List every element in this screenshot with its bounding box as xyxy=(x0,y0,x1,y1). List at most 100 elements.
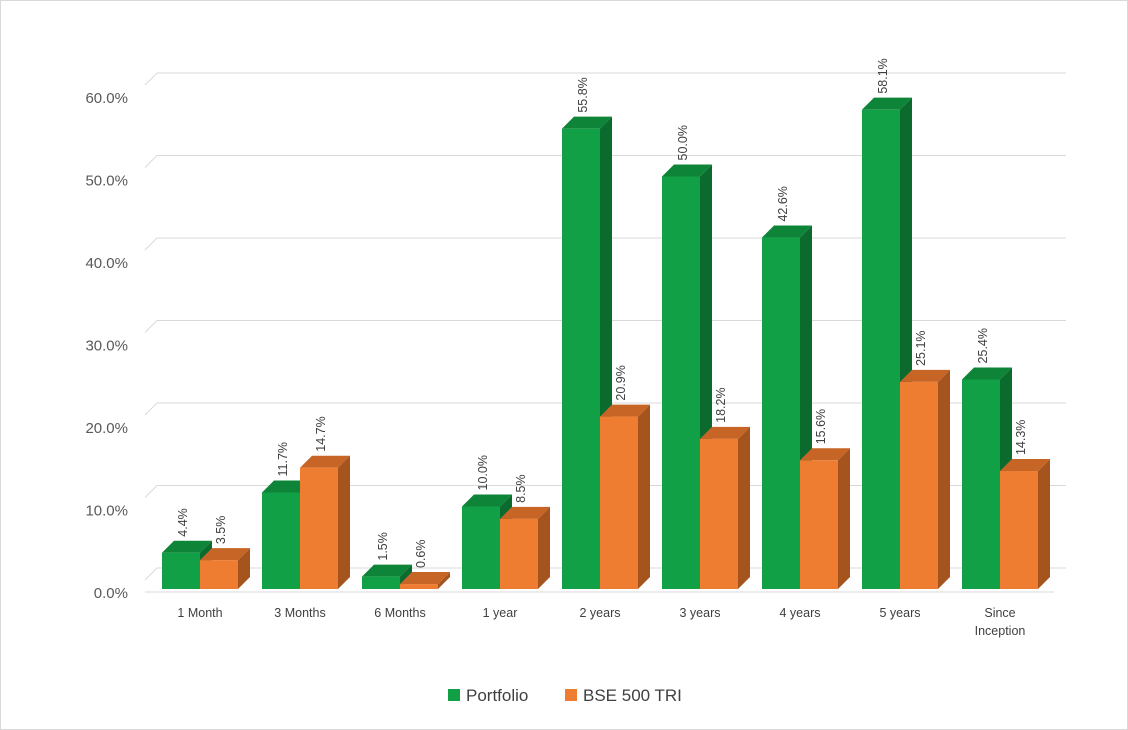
y-tick-label: 50.0% xyxy=(85,173,128,190)
category-label: 1 year xyxy=(483,606,518,620)
bar-portfolio-4 xyxy=(562,116,612,590)
bar-front xyxy=(862,109,900,590)
bar-bse500-6 xyxy=(800,448,850,589)
bar-front xyxy=(762,237,800,590)
bar-front xyxy=(1000,471,1038,589)
bar-side xyxy=(1038,459,1050,589)
bar-bse500-1 xyxy=(300,455,350,589)
category-label: 5 years xyxy=(880,606,921,620)
bar-front xyxy=(600,416,638,589)
data-labels: 4.4% 11.7% 1.5% 10.0% 55.8% 50.0% 42.6% 58.1% 25… xyxy=(176,58,1028,568)
bar-bse500-0 xyxy=(200,548,250,589)
bar-top xyxy=(362,564,412,577)
bar-top xyxy=(162,540,212,553)
bar-front xyxy=(900,381,938,589)
bar-front xyxy=(662,176,700,589)
gridline-depth xyxy=(144,402,158,416)
category-label: 2 years xyxy=(580,606,621,620)
data-label: 8.5% xyxy=(514,474,528,503)
data-label: 15.6% xyxy=(814,409,828,444)
gridline-depth xyxy=(144,72,158,86)
bar-top xyxy=(300,455,350,468)
y-tick-label: 20.0% xyxy=(85,420,128,437)
y-tick-label: 40.0% xyxy=(85,255,128,272)
data-label: 42.6% xyxy=(776,186,790,221)
gridline-depth xyxy=(144,320,158,333)
data-label: 14.3% xyxy=(1014,420,1028,455)
bar-front xyxy=(400,584,438,589)
bar-front xyxy=(562,128,600,589)
y-tick-label: 0.0% xyxy=(94,585,128,602)
gridline-depth xyxy=(144,237,158,251)
bar-front xyxy=(162,552,200,589)
legend-swatch-bse500 xyxy=(565,689,577,701)
bar-front xyxy=(962,379,1000,589)
bar-bse500-7 xyxy=(900,369,950,589)
gridline-depth xyxy=(144,485,158,498)
data-label: 1.5% xyxy=(376,532,390,561)
legend-label-portfolio: Portfolio xyxy=(466,686,528,705)
bar-side xyxy=(338,455,350,589)
bar-top xyxy=(562,116,612,129)
data-label: 18.2% xyxy=(714,387,728,422)
bar-front xyxy=(500,518,538,589)
bar-top xyxy=(400,572,450,585)
bar-front xyxy=(262,492,300,589)
bar-top xyxy=(462,494,512,507)
bar-top xyxy=(700,426,750,439)
bar-top xyxy=(262,480,312,493)
bar-side xyxy=(738,426,750,589)
category-label: 6 Months xyxy=(374,606,425,620)
data-label: 55.8% xyxy=(576,77,590,112)
category-label: Since Inception xyxy=(975,606,1026,638)
category-label: 3 Months xyxy=(274,606,325,620)
data-label: 11.7% xyxy=(276,442,290,477)
data-label: 58.1% xyxy=(876,58,890,93)
bar-bse500-3 xyxy=(500,506,550,589)
bar-top xyxy=(862,97,912,110)
category-label: 3 years xyxy=(680,606,721,620)
gridline-depth xyxy=(144,155,158,168)
bar-top xyxy=(800,448,850,461)
bar-side xyxy=(238,548,250,589)
data-label: 4.4% xyxy=(176,508,190,537)
y-axis: 0.0% 10.0% 20.0% 30.0% 40.0% 50.0% 60.0% xyxy=(85,90,128,602)
y-tick-label: 60.0% xyxy=(85,90,128,107)
category-label: 1 Month xyxy=(177,606,222,620)
data-label: 25.4% xyxy=(976,328,990,363)
legend-swatch-portfolio xyxy=(448,689,460,701)
bar-side xyxy=(938,369,950,589)
bar-bse500-8 xyxy=(1000,459,1050,589)
y-tick-label: 30.0% xyxy=(85,338,128,355)
bar-top xyxy=(662,164,712,177)
y-tick-label: 10.0% xyxy=(85,503,128,520)
bar-top xyxy=(500,506,550,519)
category-label: 4 years xyxy=(780,606,821,620)
bar-side xyxy=(838,448,850,589)
data-label: 50.0% xyxy=(676,125,690,160)
bar-side xyxy=(538,506,550,589)
legend-label-bse500: BSE 500 TRI xyxy=(583,686,682,705)
bar-bse500-4 xyxy=(600,404,650,589)
data-label: 25.1% xyxy=(914,330,928,365)
bars xyxy=(162,97,1050,590)
bar-bse500-2 xyxy=(400,572,450,589)
data-label: 3.5% xyxy=(214,516,228,545)
bar-top xyxy=(962,367,1012,380)
data-label: 10.0% xyxy=(476,455,490,490)
data-label: 0.6% xyxy=(414,540,428,569)
gridline-depth xyxy=(144,567,158,581)
data-label: 14.7% xyxy=(314,416,328,451)
legend: Portfolio BSE 500 TRI xyxy=(448,686,682,705)
bar-front xyxy=(800,460,838,589)
bar-front xyxy=(362,576,400,589)
bar-front xyxy=(300,467,338,589)
bar-front xyxy=(200,560,238,589)
bar-top xyxy=(200,548,250,561)
bar-top xyxy=(600,404,650,417)
bar-front xyxy=(462,506,500,589)
bar-top xyxy=(762,225,812,238)
data-label: 20.9% xyxy=(614,365,628,400)
bar-side xyxy=(638,404,650,589)
